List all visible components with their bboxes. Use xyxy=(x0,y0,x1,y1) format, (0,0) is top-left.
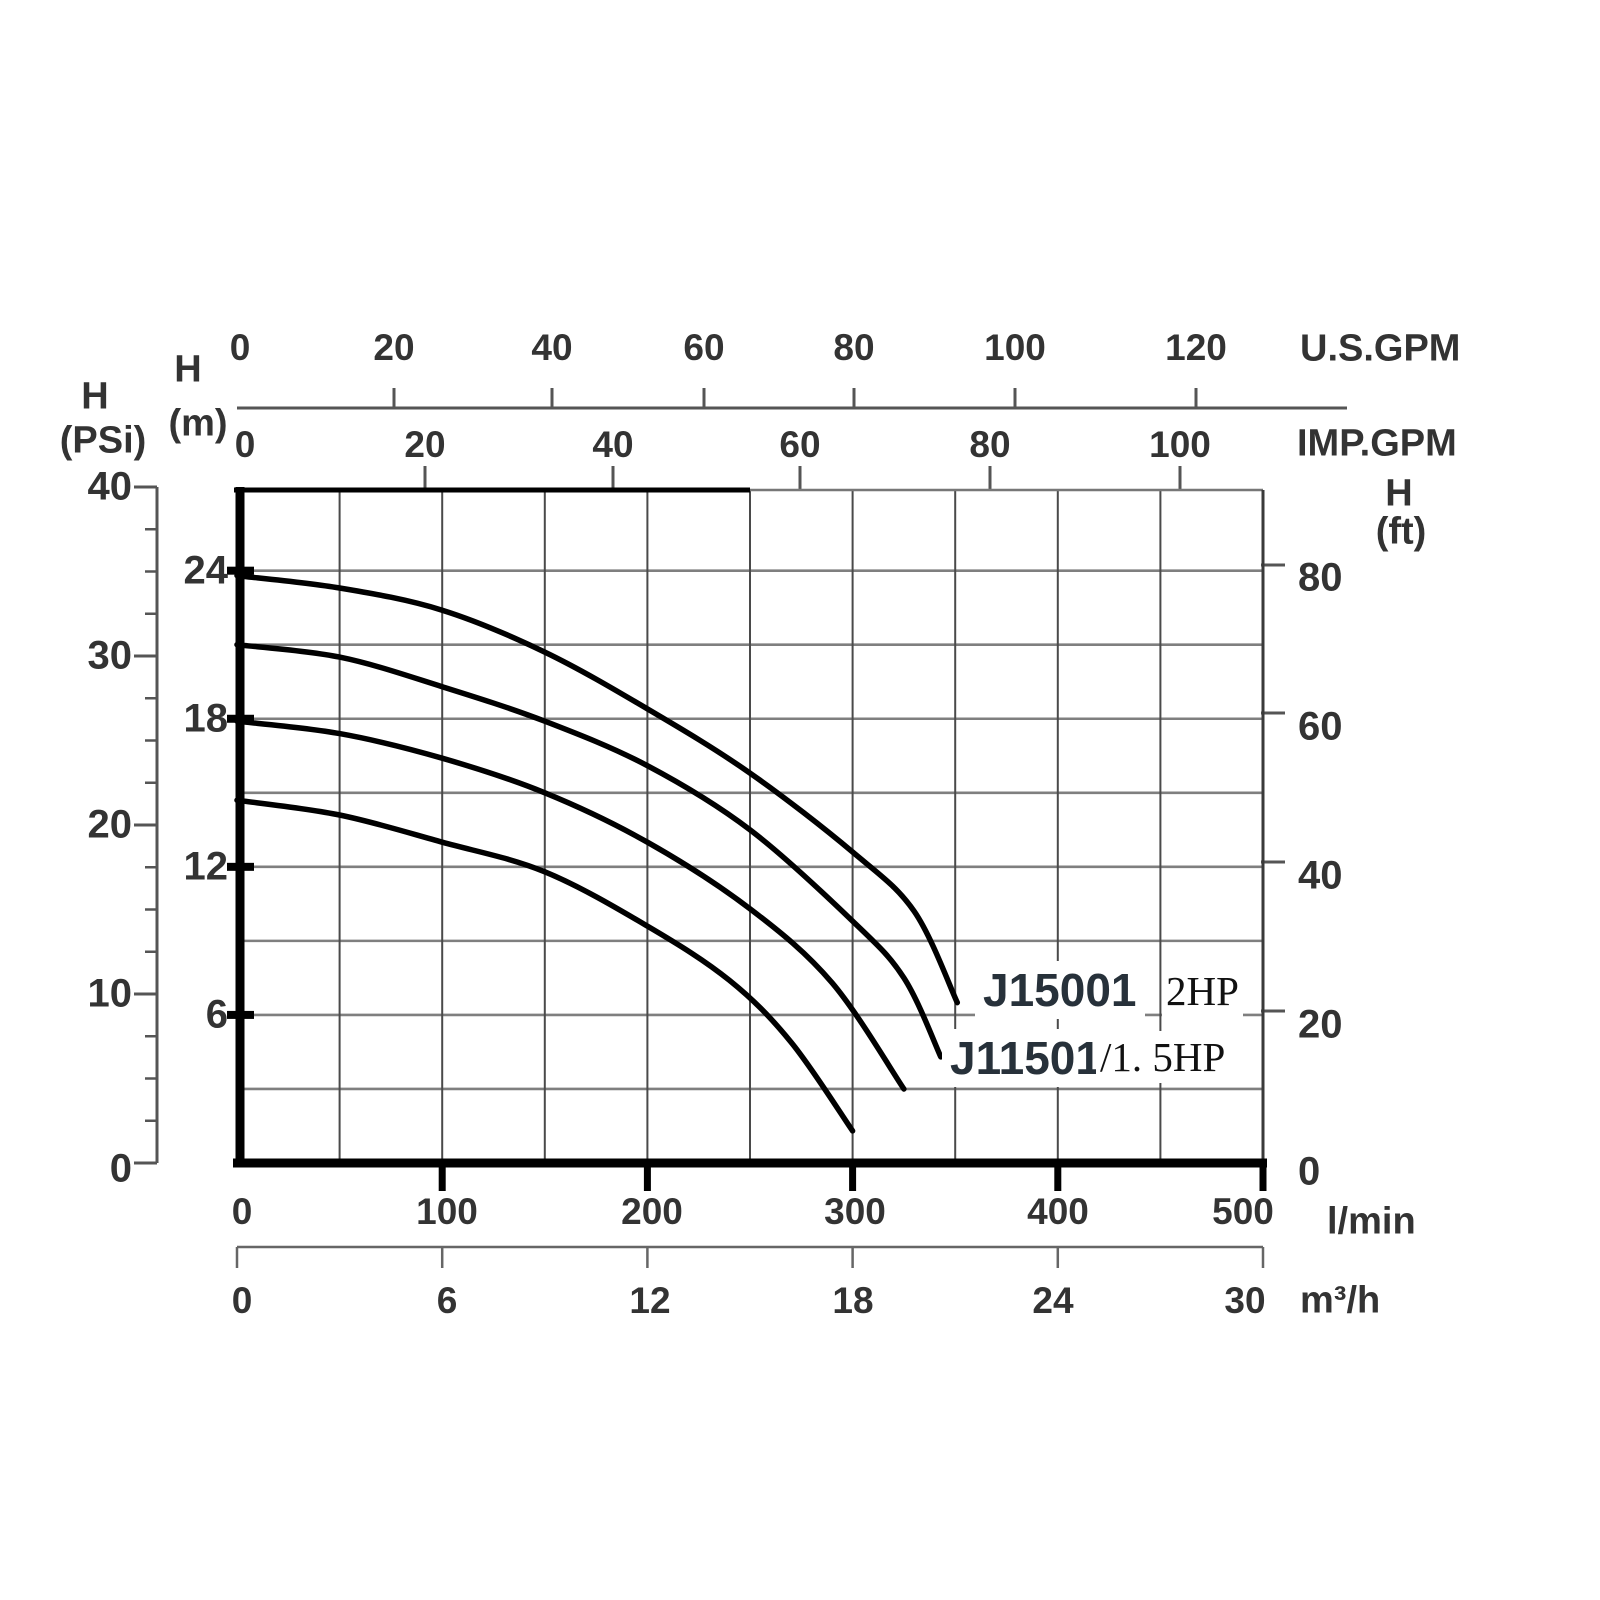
series-label-j15001: J15001 xyxy=(975,961,1145,1019)
psi-tick-label-40: 40 xyxy=(87,464,133,509)
psi-tick-label-30: 30 xyxy=(87,633,133,678)
series-label-j11501: J11501 xyxy=(942,1029,1109,1087)
ft-axis-title-h: H xyxy=(1385,472,1413,515)
ft-tick-label-0: 0 xyxy=(1298,1149,1321,1194)
pump-curve-J15001 xyxy=(234,572,961,1006)
imp-gpm-tick-label-40: 40 xyxy=(592,424,634,465)
m3h-tick-label-12: 12 xyxy=(629,1280,671,1321)
us-gpm-tick-label-0: 0 xyxy=(229,327,251,368)
lmin-axis-title: l/min xyxy=(1327,1200,1416,1243)
us-gpm-axis-title: U.S.GPM xyxy=(1300,327,1461,370)
lmin-tick-label-500: 500 xyxy=(1212,1191,1274,1232)
imp-gpm-tick-label-60: 60 xyxy=(779,424,821,465)
psi-tick-label-0: 0 xyxy=(109,1146,132,1191)
us-gpm-tick-label-20: 20 xyxy=(373,327,415,368)
m-tick-label-24: 24 xyxy=(183,548,229,593)
ft-tick-label-20: 20 xyxy=(1298,1002,1343,1047)
m-tick-label-18: 18 xyxy=(183,696,229,741)
us-gpm-tick-label-60: 60 xyxy=(683,327,725,368)
lmin-tick-label-400: 400 xyxy=(1027,1191,1089,1232)
m-axis-title-unit: (m) xyxy=(168,402,228,445)
imp-gpm-tick-label-20: 20 xyxy=(404,424,446,465)
psi-axis-title-h: H xyxy=(81,375,109,418)
lmin-tick-label-0: 0 xyxy=(231,1191,253,1232)
psi-tick-label-20: 20 xyxy=(87,802,133,847)
pump-curve-J11501 xyxy=(234,641,944,1060)
ft-axis-title-unit: (ft) xyxy=(1375,510,1427,553)
m3h-tick-label-30: 30 xyxy=(1224,1280,1266,1321)
imp-gpm-tick-label-0: 0 xyxy=(234,424,256,465)
m-axis-title-h: H xyxy=(174,348,202,391)
psi-axis-title-unit: (PSi) xyxy=(59,419,147,462)
imp-gpm-tick-label-100: 100 xyxy=(1149,424,1211,465)
m3h-tick-label-18: 18 xyxy=(832,1280,874,1321)
m3h-axis-title: m³/h xyxy=(1300,1279,1381,1322)
m3h-tick-label-6: 6 xyxy=(436,1280,458,1321)
lmin-tick-label-200: 200 xyxy=(621,1191,683,1232)
m3h-tick-label-0: 0 xyxy=(231,1280,253,1321)
m3h-tick-label-24: 24 xyxy=(1032,1280,1074,1321)
lmin-tick-label-300: 300 xyxy=(824,1191,886,1232)
ft-tick-label-60: 60 xyxy=(1298,704,1343,749)
m-tick-label-6: 6 xyxy=(205,992,228,1037)
imp-gpm-axis-title: IMP.GPM xyxy=(1297,422,1457,465)
lmin-tick-label-100: 100 xyxy=(416,1191,478,1232)
series-power-label-2hp: 2HP xyxy=(1162,965,1243,1017)
us-gpm-tick-label-120: 120 xyxy=(1165,327,1227,368)
ft-tick-label-40: 40 xyxy=(1298,853,1343,898)
series-power-label-1-5hp: /1. 5HP xyxy=(1096,1031,1230,1083)
us-gpm-tick-label-40: 40 xyxy=(531,327,573,368)
pump-curve-unlabeled-curve-4 xyxy=(234,797,856,1134)
us-gpm-tick-label-100: 100 xyxy=(984,327,1046,368)
m-tick-label-12: 12 xyxy=(183,844,229,889)
pump-curve-unlabeled-curve-3 xyxy=(234,718,907,1092)
imp-gpm-tick-label-80: 80 xyxy=(969,424,1011,465)
ft-tick-label-80: 80 xyxy=(1298,555,1343,600)
psi-tick-label-10: 10 xyxy=(87,971,133,1016)
us-gpm-tick-label-80: 80 xyxy=(833,327,875,368)
